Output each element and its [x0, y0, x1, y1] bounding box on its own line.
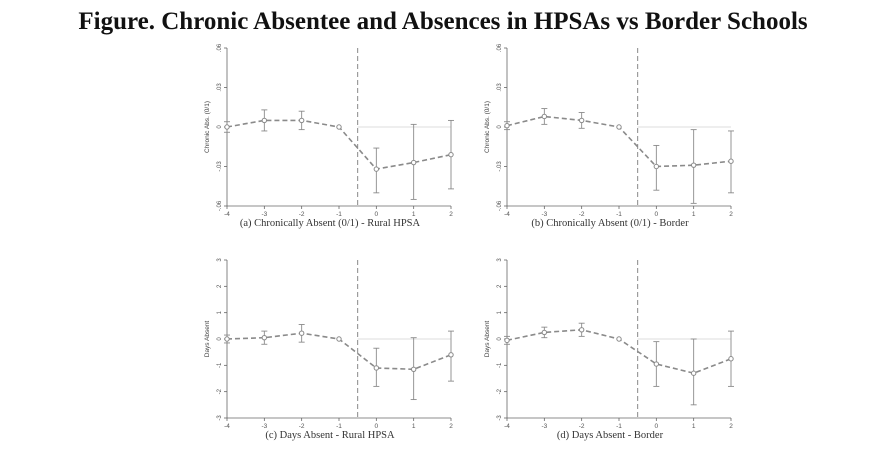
data-point: [578, 117, 585, 124]
x-tick-label: 2: [729, 423, 733, 430]
data-point: [578, 327, 585, 333]
y-axis-label: Days Absent: [204, 321, 211, 358]
x-tick-label: 0: [375, 211, 379, 218]
data-point: [448, 352, 454, 358]
data-point: [616, 124, 622, 130]
y-tick-label: 0: [217, 337, 223, 341]
y-tick-label: -.06: [217, 200, 223, 211]
data-point: [653, 361, 660, 367]
y-axis-label: Days Absent: [484, 321, 491, 358]
y-tick-label: 3: [217, 258, 223, 262]
x-tick-label: 0: [655, 211, 659, 218]
caption-panel-d: (d) Days Absent - Border: [556, 430, 664, 441]
data-point: [373, 365, 380, 371]
x-tick-label: -1: [336, 423, 342, 430]
caption-panel-b: (b) Chronically Absent (0/1) - Border: [531, 218, 689, 229]
data-point: [410, 159, 417, 166]
y-tick-label: 3: [497, 258, 503, 262]
x-tick-label: 1: [412, 423, 416, 430]
caption-panel-c: (c) Days Absent - Rural HPSA: [265, 430, 395, 441]
data-point: [410, 366, 417, 372]
x-tick-label: 2: [729, 211, 733, 218]
data-point: [616, 336, 622, 342]
x-tick-label: -1: [616, 423, 622, 430]
y-tick-label: .03: [217, 83, 223, 92]
x-tick-label: -3: [541, 211, 547, 218]
y-tick-label: -.03: [217, 161, 223, 172]
x-tick-label: 2: [449, 211, 453, 218]
x-tick-label: -3: [261, 211, 267, 218]
panel-b: -.06 -.03 0 .03 .06 Chronic Abs. (0/1) -4 -3 -2 -…: [475, 40, 745, 235]
y-tick-label: 0: [497, 337, 503, 341]
y-tick-label: -3: [217, 415, 223, 421]
data-point: [504, 122, 510, 129]
x-tick-label: 1: [412, 211, 416, 218]
data-point: [261, 334, 268, 341]
data-point: [690, 162, 697, 168]
y-tick-label: -2: [217, 388, 223, 394]
x-tick-label: 1: [692, 423, 696, 430]
chart-panel-b: -.06 -.03 0 .03 .06 Chronic Abs. (0/1) -4 -3 -2 -…: [484, 43, 734, 218]
panel-a: -.06 -.03 0 .03 .06 Chronic Abs. (0/1) -4 -3 -2 -…: [195, 40, 465, 235]
y-tick-label: 0: [497, 125, 503, 129]
y-tick-label: 2: [217, 284, 223, 288]
series-line: [506, 115, 732, 168]
data-point: [298, 330, 305, 336]
figure-title: Figure. Chronic Absentee and Absences in…: [78, 8, 808, 35]
y-tick-label: -.03: [497, 161, 503, 172]
data-point: [504, 337, 510, 344]
data-point: [690, 370, 697, 376]
x-tick-label: -2: [299, 211, 305, 218]
y-tick-label: 1: [497, 310, 503, 314]
y-tick-label: -2: [497, 388, 503, 394]
data-point: [261, 117, 268, 124]
data-point: [298, 117, 305, 124]
y-tick-label: -3: [497, 415, 503, 421]
data-point: [336, 124, 342, 130]
x-tick-label: -3: [261, 423, 267, 430]
data-point: [653, 163, 660, 170]
y-tick-label: .06: [497, 43, 503, 52]
data-point: [224, 124, 230, 130]
y-tick-label: -1: [217, 362, 223, 368]
data-point: [224, 336, 230, 342]
x-tick-label: 1: [692, 211, 696, 218]
x-tick-label: -4: [504, 423, 510, 430]
data-point: [541, 113, 548, 120]
x-tick-label: -3: [541, 423, 547, 430]
x-tick-label: -4: [504, 211, 510, 218]
x-tick-label: 0: [655, 423, 659, 430]
panel-d: -3 -2 -1 0 1 2 3 Days Absent -4 -3 -2 -1 0 1 2 (d) Day…: [475, 252, 745, 447]
y-tick-label: -.06: [497, 200, 503, 211]
x-tick-label: -1: [336, 211, 342, 218]
panel-c: -3 -2 -1 0 1 2 3 Days Absent -4 -3 -2 -1 0 1 2 (c) Day…: [195, 252, 465, 447]
y-axis-label: Chronic Abs. (0/1): [484, 101, 491, 153]
y-tick-label: 0: [217, 125, 223, 129]
y-tick-label: -1: [497, 362, 503, 368]
x-tick-label: -4: [224, 423, 230, 430]
data-point: [336, 336, 342, 342]
y-tick-label: .06: [217, 43, 223, 52]
y-tick-label: .03: [497, 83, 503, 92]
data-point: [448, 151, 454, 158]
x-tick-label: -2: [299, 423, 305, 430]
y-tick-label: 2: [497, 284, 503, 288]
x-tick-label: -2: [579, 211, 585, 218]
x-tick-label: -2: [579, 423, 585, 430]
x-tick-label: -1: [616, 211, 622, 218]
x-tick-label: 2: [449, 423, 453, 430]
caption-panel-a: (a) Chronically Absent (0/1) - Rural HPS…: [239, 218, 421, 229]
y-tick-label: 1: [217, 310, 223, 314]
data-point: [728, 158, 734, 164]
data-point: [728, 356, 734, 362]
data-point: [373, 166, 380, 172]
chart-panel-a: -.06 -.03 0 .03 .06 Chronic Abs. (0/1) -4 -3 -2 -…: [204, 43, 454, 218]
x-tick-label: -4: [224, 211, 230, 218]
y-axis-label: Chronic Abs. (0/1): [204, 101, 211, 153]
data-point: [541, 329, 548, 336]
x-tick-label: 0: [375, 423, 379, 430]
